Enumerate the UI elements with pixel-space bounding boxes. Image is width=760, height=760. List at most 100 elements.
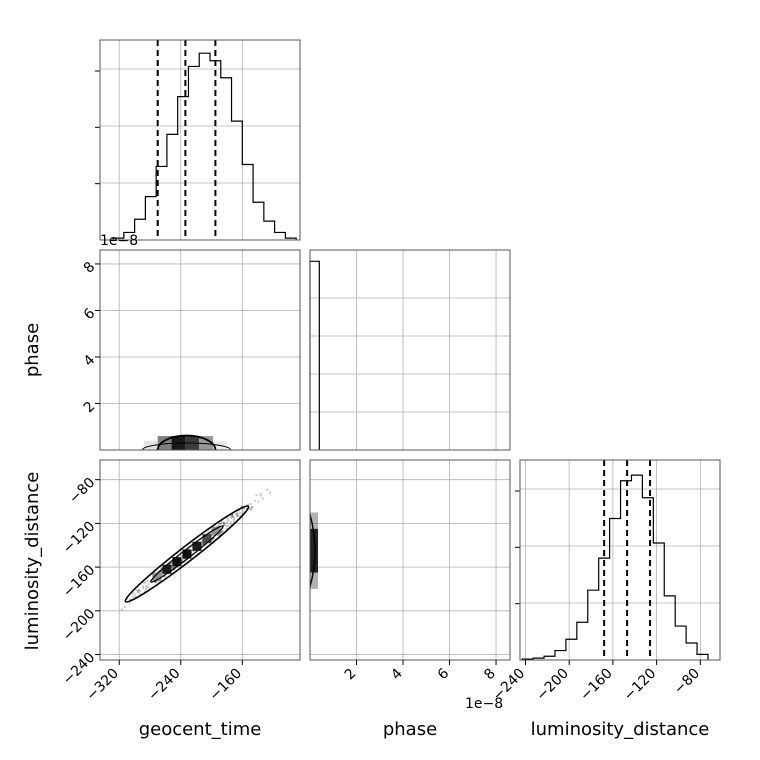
density-band-core [310, 528, 318, 573]
scatter-point [231, 515, 234, 518]
scatter-point [219, 522, 222, 525]
scatter-point [138, 592, 141, 596]
y-axis-label-phase: phase [22, 323, 43, 377]
scatter-point [137, 589, 141, 592]
scatter-point [235, 512, 238, 516]
scatter-point [220, 520, 224, 524]
scatter-point [136, 590, 140, 593]
scatter-point [120, 608, 124, 611]
scatter-point [249, 502, 252, 506]
x-tick-label: 6 [435, 665, 453, 683]
scatter-point [227, 524, 230, 527]
density-cell [192, 541, 202, 551]
x-offset-label: 1e−8 [465, 696, 503, 712]
scatter-point [219, 522, 222, 525]
scatter-point [266, 488, 269, 491]
scatter-point [144, 581, 147, 584]
scatter-point [253, 499, 256, 502]
scatter-point [232, 520, 235, 523]
scatter-point [139, 590, 142, 593]
scatter-point [123, 606, 127, 609]
scatter-point [226, 519, 230, 522]
panel-frame [99, 459, 301, 661]
scatter-point [131, 592, 135, 595]
panel-frame [309, 459, 511, 661]
scatter-point [255, 494, 258, 497]
scatter-point [249, 507, 252, 511]
scatter-point [246, 503, 250, 506]
y-tick-label: 4 [81, 352, 99, 370]
y-tick-label: 8 [81, 259, 99, 277]
panel-frame [99, 249, 301, 451]
scatter-point [154, 581, 157, 584]
x-tick-label: −120 [621, 666, 660, 705]
panel-background [310, 250, 510, 450]
scatter-point [239, 511, 242, 515]
x-axis-label-luminosity-distance: luminosity_distance [531, 719, 710, 740]
scatter-point [260, 492, 263, 495]
scatter-point [172, 566, 175, 569]
x-tick-label: 4 [388, 665, 406, 683]
scatter-point [147, 586, 150, 589]
panel-phase-vs-lumdist [309, 459, 511, 661]
x-axis-label-phase: phase [383, 719, 437, 740]
scatter-point [250, 508, 253, 511]
scatter-point [163, 575, 166, 578]
y-offset-label: 1e−8 [100, 233, 138, 249]
scatter-point [231, 515, 234, 519]
scatter-point [268, 491, 272, 494]
panel-frame [519, 459, 721, 661]
contour-line [124, 505, 250, 603]
contour-line [150, 525, 224, 583]
scatter-point [261, 497, 264, 500]
scatter-point [223, 523, 226, 526]
scatter-point [229, 521, 232, 524]
panel-geocent-time-hist [95, 39, 301, 241]
x-tick-label: −80 [671, 666, 703, 698]
scatter-point [259, 494, 262, 497]
scatter-point [170, 562, 173, 565]
contour-line [156, 434, 217, 451]
x-tick-label: −320 [84, 666, 123, 705]
scatter-point [133, 595, 137, 598]
panel-background [310, 460, 510, 660]
scatter-point [220, 530, 223, 534]
y-tick-label: −80 [66, 475, 98, 507]
scatter-point [145, 586, 148, 589]
y-tick-label: −200 [60, 606, 99, 645]
scatter-point [236, 512, 239, 515]
x-tick-label: −160 [207, 666, 246, 705]
panel-phase-hist [309, 249, 511, 451]
density-cell [199, 436, 214, 450]
scatter-point [229, 516, 232, 519]
scatter-point [257, 500, 260, 503]
scatter-point [131, 595, 135, 598]
scatter-point [142, 586, 145, 590]
scatter-point [135, 589, 138, 592]
scatter-point [221, 529, 224, 532]
x-tick-label: −200 [534, 666, 573, 705]
scatter-point [250, 506, 253, 509]
scatter-point [142, 581, 145, 585]
panel-geocent-vs-phase [99, 249, 301, 451]
contour-line [309, 514, 316, 587]
scatter-point [225, 521, 229, 524]
scatter-point [222, 521, 225, 524]
panel-lumdist-hist [515, 459, 721, 661]
scatter-point [220, 530, 224, 533]
scatter-point [128, 602, 131, 605]
scatter-point [236, 513, 239, 516]
x-tick-label: −160 [577, 666, 616, 705]
scatter-point [133, 593, 136, 596]
x-tick-label: 2 [342, 666, 360, 684]
density-cell [152, 572, 162, 582]
scatter-point [137, 588, 140, 591]
x-axis-label-geocent-time: geocent_time [139, 719, 262, 740]
panel-geocent-vs-lumdist [99, 459, 301, 661]
y-tick-label: −120 [60, 518, 99, 557]
scatter-point [232, 516, 236, 519]
density-cell [182, 549, 192, 559]
density-cell [162, 564, 172, 574]
density-cell [143, 440, 158, 450]
